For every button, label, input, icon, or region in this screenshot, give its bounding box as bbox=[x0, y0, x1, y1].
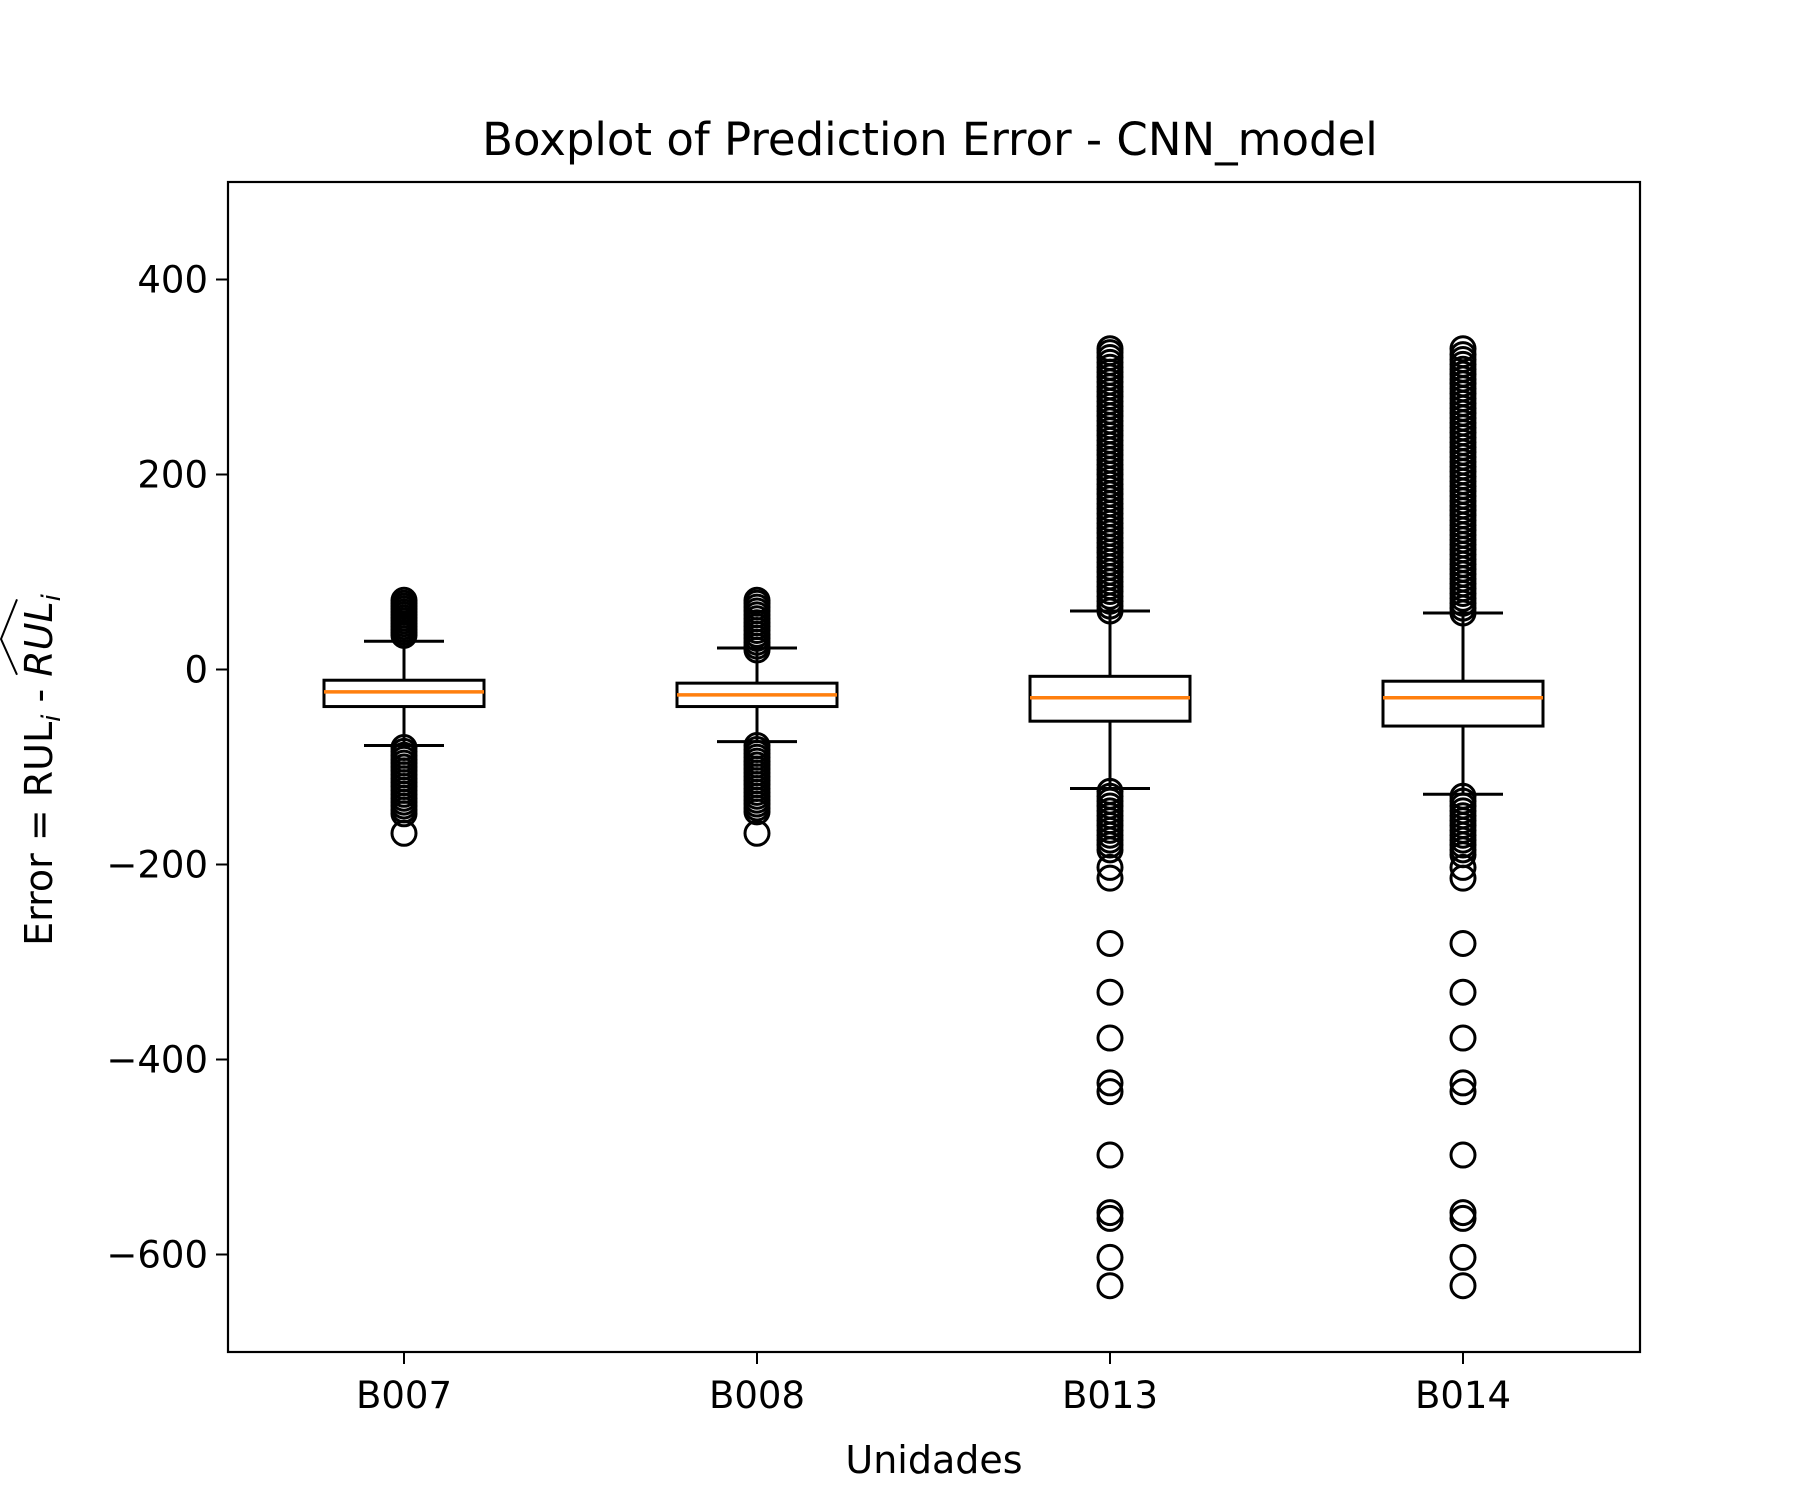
outlier-point bbox=[1449, 1272, 1477, 1300]
y-tick-label: −200 bbox=[106, 844, 208, 887]
outlier-point bbox=[390, 586, 418, 614]
y-axis-label: Error = RULi - RULi bbox=[0, 593, 67, 946]
x-tick-label: B007 bbox=[356, 1374, 452, 1417]
outlier-point bbox=[1096, 1069, 1124, 1097]
outlier-point bbox=[1449, 929, 1477, 957]
box-B013 bbox=[1028, 335, 1192, 1300]
outlier-point bbox=[743, 819, 771, 847]
x-axis-label: Unidades bbox=[845, 1438, 1022, 1482]
y-tick-label: −600 bbox=[106, 1234, 208, 1277]
outlier-point bbox=[1096, 1204, 1124, 1232]
outlier-point bbox=[1096, 335, 1124, 363]
x-tick-label: B013 bbox=[1062, 1374, 1158, 1417]
chart-title: Boxplot of Prediction Error - CNN_model bbox=[482, 113, 1378, 166]
outlier-point bbox=[1096, 853, 1124, 881]
y-label-sub2: i bbox=[37, 593, 67, 601]
svg-text:Error = RULi - RULi: Error = RULi - RULi bbox=[17, 593, 67, 946]
outlier-point bbox=[743, 586, 771, 614]
outlier-point bbox=[1449, 864, 1477, 892]
outlier-point bbox=[390, 819, 418, 847]
outlier-point bbox=[1096, 1199, 1124, 1227]
y-tick-label: 400 bbox=[137, 259, 208, 302]
y-tick-label: 200 bbox=[137, 454, 208, 497]
box-B014 bbox=[1381, 335, 1545, 1300]
y-label-hat-accent bbox=[0, 598, 18, 676]
outlier-point bbox=[1096, 1024, 1124, 1052]
x-axis: B007 B008 B013 B014 bbox=[356, 1352, 1511, 1417]
outlier-point bbox=[1449, 335, 1477, 363]
outlier-point bbox=[1096, 929, 1124, 957]
outlier-point bbox=[390, 800, 418, 828]
y-label-sub1: i bbox=[37, 714, 67, 722]
outlier-point bbox=[1449, 1024, 1477, 1052]
outlier-point bbox=[1449, 1204, 1477, 1232]
outlier-point bbox=[1449, 978, 1477, 1006]
y-label-prefix: Error = RUL bbox=[17, 722, 61, 946]
outlier-point bbox=[1096, 1272, 1124, 1300]
outlier-point bbox=[1449, 1141, 1477, 1169]
y-tick-label: 0 bbox=[184, 649, 208, 692]
outlier-point bbox=[1096, 1141, 1124, 1169]
outlier-point bbox=[1449, 853, 1477, 881]
x-tick-label: B014 bbox=[1415, 1374, 1511, 1417]
outlier-point bbox=[1449, 1199, 1477, 1227]
y-axis: 400 200 0 −200 −400 −600 bbox=[106, 259, 228, 1277]
outlier-point bbox=[1096, 978, 1124, 1006]
x-tick-label: B008 bbox=[709, 1374, 805, 1417]
outlier-point bbox=[1096, 1078, 1124, 1106]
box-B007 bbox=[322, 586, 486, 847]
outlier-point bbox=[1096, 864, 1124, 892]
y-tick-label: −400 bbox=[106, 1039, 208, 1082]
outlier-point bbox=[1449, 1069, 1477, 1097]
outlier-point bbox=[1449, 1243, 1477, 1271]
box-B008 bbox=[675, 586, 839, 847]
outlier-point bbox=[1096, 836, 1124, 864]
box-iqr bbox=[1381, 679, 1545, 728]
y-label-hat: RUL bbox=[17, 601, 61, 676]
y-label-middle: - bbox=[17, 677, 61, 715]
outlier-point bbox=[1449, 1078, 1477, 1106]
plot-area bbox=[322, 335, 1545, 1300]
plot-frame bbox=[226, 180, 1642, 1354]
outlier-point bbox=[1096, 1243, 1124, 1271]
outlier-point bbox=[743, 798, 771, 826]
